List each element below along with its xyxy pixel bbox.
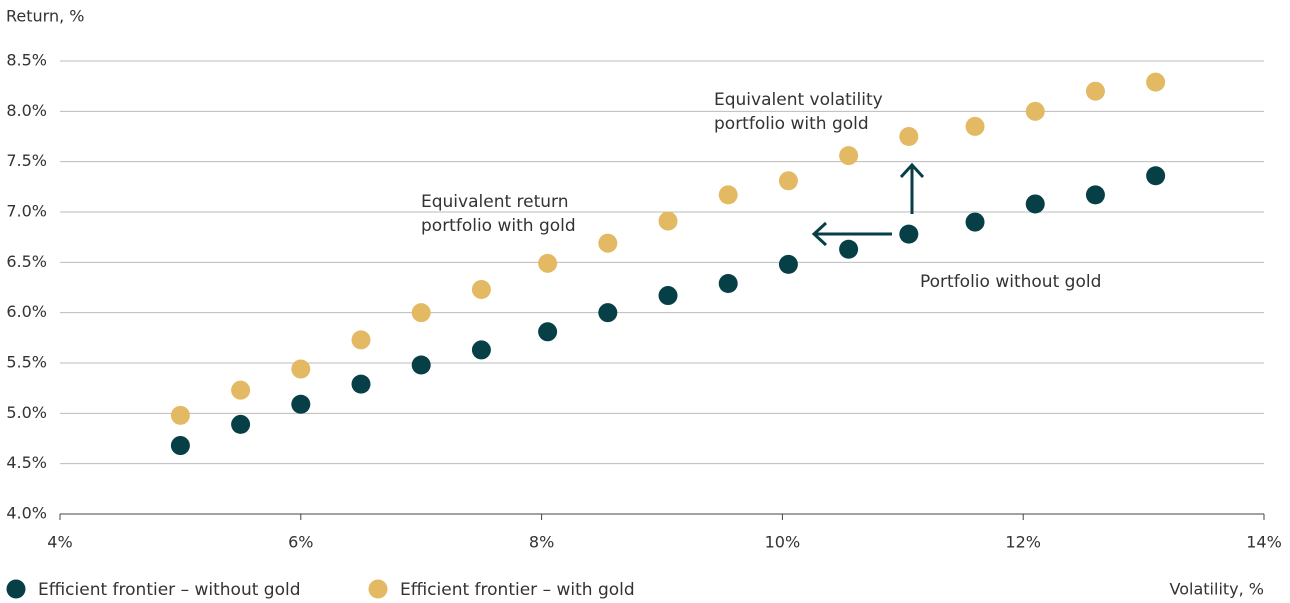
y-tick-label: 8.5% [6,51,47,70]
annotation: Equivalent volatility [714,90,883,110]
grid: 4.0% 4.5% 5.0% 5.5% 6.0% 6.5% 7.0% 7.5% 8.0% 8.5%… [6,51,1281,552]
legend-swatch [368,579,388,599]
point [965,212,985,232]
x-tick-label: 10% [765,533,801,552]
point [1025,101,1045,121]
annotation: portfolio with gold [714,114,869,134]
legend: Efficient frontier – without gold Efficie… [6,579,635,600]
x-tick-label: 6% [288,533,313,552]
point [839,239,859,259]
legend-label: Efficient frontier – with gold [400,580,635,600]
point [170,436,190,456]
arrow-head [899,162,925,179]
point [658,286,678,306]
legend-label: Efficient frontier – without gold [38,580,301,600]
x-tick-label: 12% [1005,533,1041,552]
y-tick-label: 6.0% [6,302,47,321]
point [658,211,678,231]
point [1146,166,1166,186]
arrow-head [811,221,828,247]
annotation: Equivalent return [421,192,569,212]
point [839,146,859,166]
point [351,330,371,350]
point [1025,194,1045,214]
point [718,185,738,205]
y-tick-label: 7.0% [6,202,47,221]
point [778,254,798,274]
point [351,374,371,394]
y-tick-label: 7.5% [6,151,47,170]
point [291,394,311,414]
point [1085,81,1105,101]
point [231,380,251,400]
point [471,280,491,300]
point [1146,72,1166,92]
point [778,171,798,191]
y-tick-label: 5.5% [6,353,47,372]
point [471,340,491,360]
point [291,359,311,379]
point [899,127,919,146]
annotation: Portfolio without gold [920,272,1101,292]
point [170,405,190,425]
y-tick-label: 4.0% [6,504,47,523]
x-tick-label: 4% [47,533,72,552]
x-axis-label: Volatility, % [1170,580,1264,599]
legend-swatch [6,579,26,599]
point [231,414,251,434]
y-tick-label: 4.5% [6,453,47,472]
marks [170,72,1166,456]
point [411,355,431,375]
point [598,233,618,253]
point [899,224,919,244]
x-tick-label: 14% [1246,533,1282,552]
y-tick-label: 6.5% [6,252,47,271]
point [1085,185,1105,205]
point [538,253,558,273]
annotation: portfolio with gold [421,216,576,236]
point [598,303,618,323]
y-axis-label: Return, % [6,7,84,26]
arrows [811,162,925,247]
point [538,322,558,342]
x-tick-label: 8% [529,533,554,552]
point [411,303,431,323]
point [718,273,738,293]
y-tick-label: 8.0% [6,101,47,120]
point [965,116,985,136]
y-tick-label: 5.0% [6,403,47,422]
